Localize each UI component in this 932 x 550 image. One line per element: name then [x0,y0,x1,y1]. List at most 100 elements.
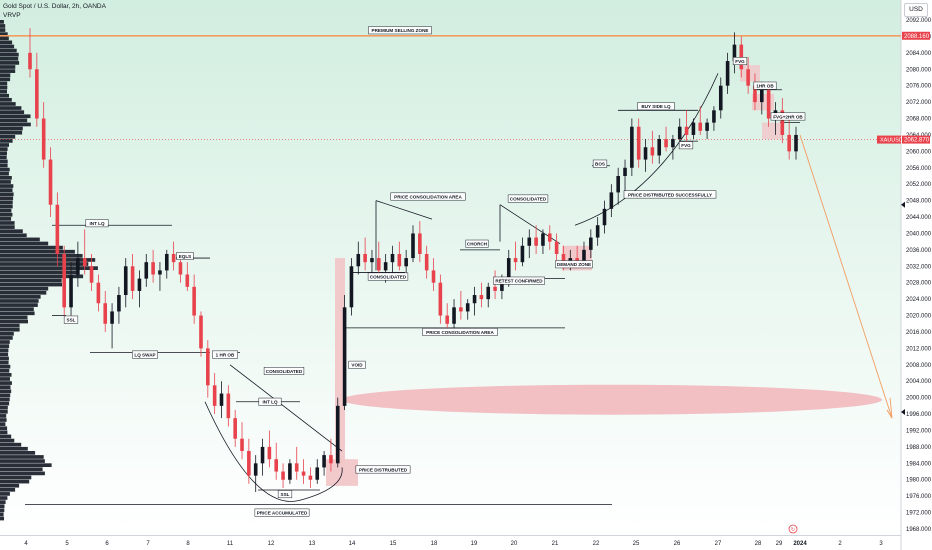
volume-profile-bar [0,479,30,484]
candle-body [541,233,545,246]
candle-body [185,274,190,287]
volume-profile-bar [0,295,41,299]
candle-body [151,262,155,275]
volume-profile-bar [0,52,19,57]
annotation-label: SSL [277,490,293,499]
candle-body [329,455,333,464]
candle-body [616,175,620,193]
fvg-ob-zone [762,122,782,140]
volume-profile-bar [0,500,6,504]
candle [308,467,313,488]
candle-body [411,233,415,259]
candle-body [698,122,703,131]
candle-body [48,159,53,205]
volume-profile-bar [0,44,15,49]
annotation-box [85,219,109,228]
y-tick-label: 2012.000 [906,346,932,352]
y-tick-label: 1968.000 [906,527,932,533]
volume-profile-bar [0,397,10,402]
volume-profile-bar [0,241,49,246]
time-axis[interactable]: 4 5 6 7 8 11 12 13 14 15 18 19 20 21 22 25 26 27 28 29 2024 2… [24,541,883,547]
annotation-box [367,272,409,281]
plot-background [0,0,901,535]
annotation-box [422,328,498,336]
y-tick-label: 1980.000 [906,478,932,484]
indicator-label[interactable]: VRVP [3,12,21,19]
candle [547,225,552,250]
annotation-label: BOS [592,159,608,168]
candle-body [671,139,675,148]
annotation-text: CONSOLIDATED [266,369,303,374]
x-tick-label: 21 [552,541,559,547]
annotation-box [277,490,293,499]
annotation-box [355,465,411,474]
candle [206,340,210,398]
candle [739,36,744,78]
candle [513,241,518,271]
volume-profile-bar [0,93,9,98]
volume-profile-bar [0,414,7,418]
volume-profile-bar [0,364,11,369]
candle [424,245,429,279]
candle [247,438,251,484]
volume-profile-bar [0,28,6,32]
candle [164,249,169,279]
candle-body [431,270,436,283]
candle [718,77,723,119]
candle [82,229,87,275]
candle-body [69,274,73,308]
candle [404,249,408,275]
annotation-text: LQ SWAP [134,352,155,357]
annotation-box [753,81,777,90]
volume-profile-bar [0,348,9,353]
annotation-box [368,26,432,35]
currency-button[interactable]: USD [904,3,928,17]
candle [438,274,443,324]
volume-profile-bar [0,229,23,234]
volume-profile-bar [0,114,31,119]
volume-profile-bar [0,159,8,164]
candle-body [472,295,477,304]
candle [288,459,292,484]
annotation-label: 1 HR OB [212,350,238,359]
volume-profile-bar [0,508,5,513]
annotation-label: RETEST CONFIRMED [493,276,545,285]
annotation-label: PREMIUM SELLING ZONE [368,26,432,35]
volume-profile-bar [0,266,98,270]
volume-profile-bar [0,40,13,45]
y-tick-label: 2044.000 [906,215,932,221]
volume-profile-bar [0,221,15,225]
volume-profile-bar [0,512,4,517]
price-axis[interactable]: 1968.000 1972.000 1976.000 1980.000 1984.000… [906,18,932,533]
candle-body [62,253,66,308]
x-tick-label: 2024 [793,541,807,547]
x-tick-label: 7 [146,541,150,547]
y-tick-label: 1976.000 [906,494,932,500]
candle [397,241,402,271]
candle [110,303,114,349]
candle [609,184,614,218]
volume-profile-bar [0,278,62,283]
candle-body [55,204,60,254]
price-label-bg [902,31,930,40]
annotation-label: PRICE DISTRIBUTED SUCCESSFULLY [623,190,717,199]
candle [780,97,785,144]
volume-profile-bar [0,442,22,447]
volume-profile-bar [0,212,13,217]
annotation-text: PREMIUM SELLING ZONE [372,28,429,33]
price-axis-background [901,0,932,550]
candle [151,249,155,283]
annotation-box [176,252,194,260]
volume-profile [0,20,98,521]
volume-profile-bar [0,483,20,488]
annotation-box [258,397,282,406]
volume-profile-bar [0,122,31,127]
goto-realtime-icon[interactable]: ↻ [788,524,798,534]
y-tick-label: 1988.000 [906,445,932,451]
y-tick-label: 2080.000 [906,67,932,73]
candle-body [568,258,573,263]
x-tick-label: 22 [593,541,600,547]
candle [664,126,668,152]
x-tick-label: 8 [186,541,190,547]
